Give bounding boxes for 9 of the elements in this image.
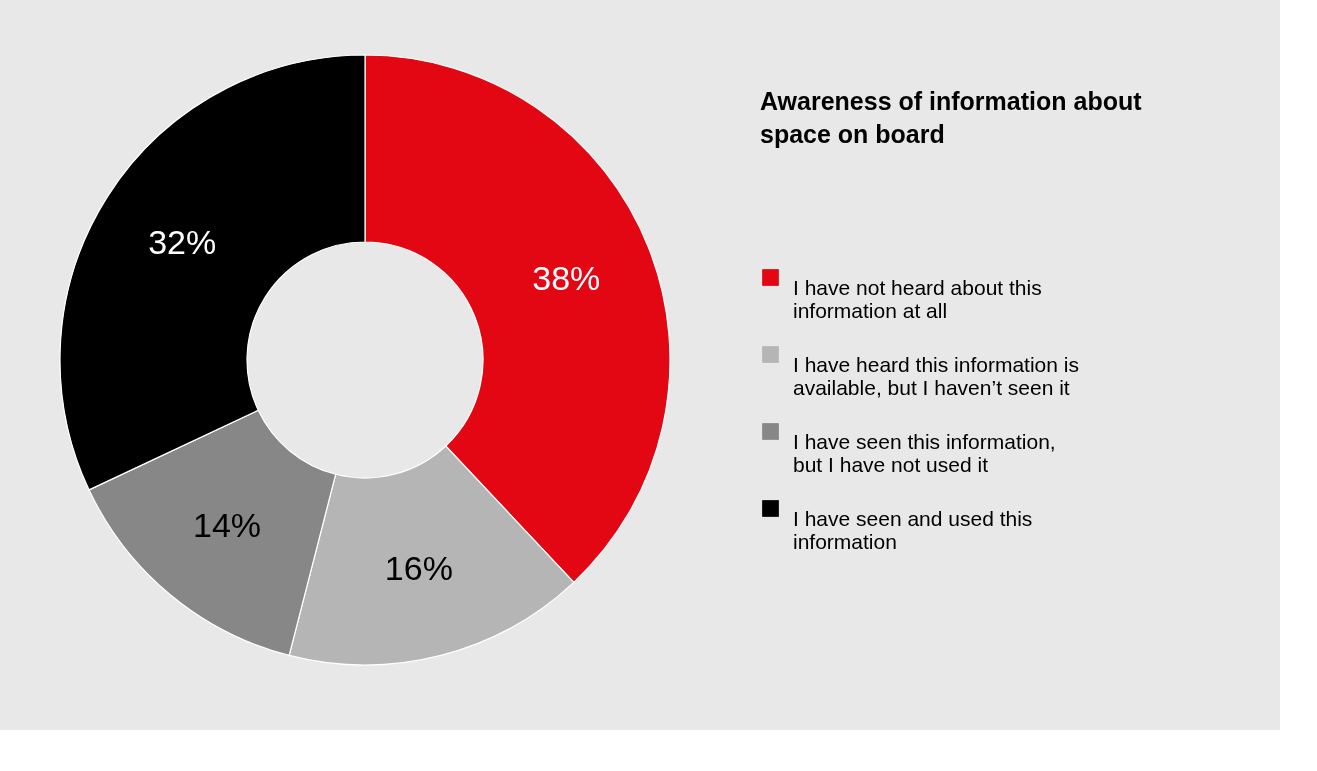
legend-label: I have seen this information, but I have not used it (793, 429, 1056, 476)
data-label: 32% (148, 222, 217, 261)
data-label: 16% (384, 548, 453, 587)
legend-label: I have heard this information is available, but I haven’t seen it (793, 352, 1079, 399)
legend-label: I have not heard about this information at all (793, 275, 1042, 322)
data-label: 14% (192, 505, 262, 544)
legend-label: I have seen and used this information (793, 506, 1033, 553)
text: Awareness of information about space on board (760, 87, 1143, 148)
data-label: 38% (532, 259, 601, 298)
